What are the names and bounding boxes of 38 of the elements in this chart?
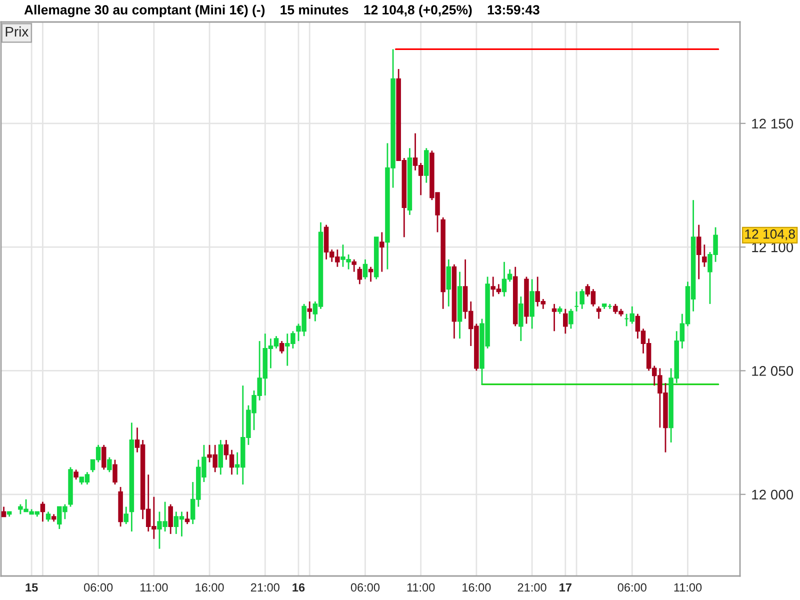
candlestick — [112, 459, 118, 486]
candlestick — [218, 439, 224, 476]
x-tick-label: 16 — [292, 583, 305, 592]
candlestick — [380, 232, 384, 272]
candlestick — [518, 296, 524, 342]
candlestick — [357, 266, 362, 285]
x-tick-label: 16:00 — [196, 583, 224, 592]
y-tick-label: 12 050 — [752, 366, 794, 376]
x-tick-label: 06:00 — [618, 583, 646, 592]
y-tick-label: 12 150 — [752, 118, 794, 129]
candlestick — [352, 258, 356, 272]
x-tick-label: 11:00 — [140, 583, 168, 592]
x-tick-label: 17 — [560, 583, 572, 592]
y-axis-title: Prix — [6, 26, 28, 36]
candlestick — [184, 511, 190, 525]
y-tick-label: 12 000 — [752, 490, 794, 500]
candlestick — [40, 501, 46, 522]
candlestick — [46, 511, 51, 522]
candlestick — [124, 506, 128, 525]
x-tick-label: 06:00 — [84, 583, 113, 592]
candlestick — [101, 444, 106, 470]
candlestick — [107, 456, 112, 473]
x-tick-label: 21:00 — [518, 583, 546, 592]
x-tick-label: 16:00 — [462, 583, 491, 592]
candlestick — [168, 504, 173, 535]
candlestick — [74, 468, 78, 480]
candlestick — [307, 300, 312, 320]
candlestick — [279, 340, 284, 354]
text: 12 104,8 — [745, 229, 795, 240]
x-tick-label: 11:00 — [674, 583, 702, 592]
chart-title: Allemagne 30 au comptant (Mini 1€) (-) 15 minutes 12 104,8 (+0,25%) 13:59:43 — [24, 4, 540, 18]
candlestick — [368, 266, 374, 282]
x-tick-label: 21:00 — [250, 583, 280, 592]
x-tick-label: 15 — [26, 583, 38, 592]
x-tick-label: 11:00 — [407, 583, 435, 592]
candlestick — [446, 258, 451, 308]
candlestick — [362, 258, 368, 280]
x-tick-label: 06:00 — [350, 583, 380, 592]
